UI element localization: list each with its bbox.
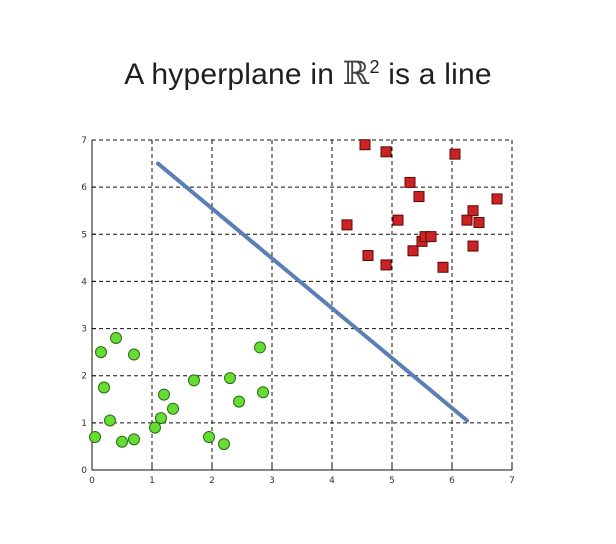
data-point-circle <box>95 346 107 359</box>
data-point-square <box>449 148 461 160</box>
data-point-square <box>425 231 437 243</box>
data-point-circle <box>149 421 161 434</box>
data-point-square <box>380 146 392 158</box>
data-point-circle <box>167 402 179 415</box>
y-tick-label: 2 <box>81 372 87 382</box>
data-point-circle <box>188 374 200 387</box>
y-tick-label: 4 <box>81 277 87 287</box>
data-point-square <box>404 176 416 188</box>
data-point-square <box>407 245 419 257</box>
data-point-circle <box>128 433 140 446</box>
data-point-square <box>380 259 392 271</box>
data-point-circle <box>203 431 215 443</box>
y-tick-label: 3 <box>81 325 87 335</box>
slide-title: A hyperplane in ℝ2 is a line <box>0 54 616 92</box>
data-point-circle <box>158 388 170 401</box>
data-point-square <box>461 214 473 226</box>
title-prefix: A hyperplane in <box>124 58 343 91</box>
data-point-square <box>341 219 353 231</box>
title-symbol: ℝ <box>342 54 370 92</box>
data-point-circle <box>224 372 236 385</box>
x-tick-label: 0 <box>89 476 95 486</box>
data-point-square <box>467 205 479 217</box>
y-tick-label: 6 <box>81 183 87 193</box>
data-point-circle <box>89 431 101 443</box>
x-tick-label: 7 <box>509 476 515 486</box>
data-point-circle <box>254 341 266 354</box>
data-point-circle <box>257 386 269 399</box>
data-point-circle <box>218 438 230 451</box>
x-tick-label: 5 <box>389 476 395 486</box>
data-point-circle <box>155 412 167 425</box>
data-point-square <box>359 139 371 151</box>
data-point-circle <box>116 435 128 448</box>
data-point-square <box>491 193 503 205</box>
data-point-square <box>392 214 404 226</box>
data-point-circle <box>104 414 116 427</box>
hyperplane-line <box>156 161 469 423</box>
data-point-square <box>362 250 374 261</box>
data-point-circle <box>110 332 122 344</box>
data-point-circle <box>98 381 110 394</box>
data-point-square <box>467 240 479 252</box>
data-point-circle <box>128 348 140 361</box>
data-point-circle <box>233 395 245 408</box>
data-point-square <box>437 261 449 273</box>
y-tick-label: 5 <box>81 230 87 240</box>
y-tick-label: 1 <box>81 419 87 429</box>
title-superscript: 2 <box>369 57 380 77</box>
title-suffix: is a line <box>379 58 492 91</box>
data-point-square <box>413 191 425 203</box>
x-tick-label: 6 <box>449 476 455 486</box>
x-tick-label: 2 <box>209 476 215 486</box>
x-tick-label: 3 <box>269 476 275 486</box>
y-tick-label: 7 <box>81 136 87 146</box>
y-tick-label: 0 <box>81 466 87 476</box>
x-tick-label: 1 <box>149 476 155 486</box>
data-point-square <box>473 217 485 228</box>
plot-area <box>92 140 512 470</box>
x-tick-label: 4 <box>329 476 335 486</box>
